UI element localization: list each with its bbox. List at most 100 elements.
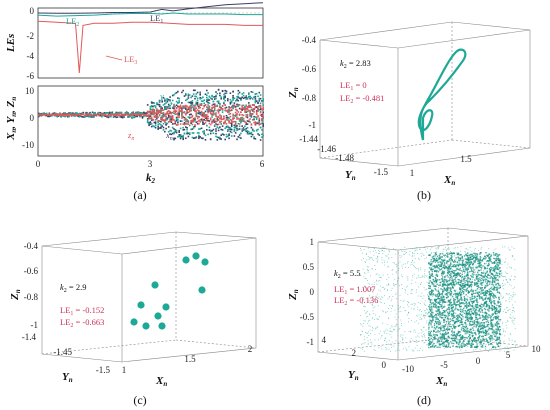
d-point: [449, 295, 451, 297]
a2-point: [225, 126, 228, 129]
a2-point: [221, 105, 224, 107]
a2-point: [249, 118, 251, 120]
a2-point: [240, 120, 242, 123]
a2-point: [178, 129, 180, 132]
d-point: [372, 328, 374, 330]
d-point: [379, 298, 381, 300]
d-point: [487, 351, 489, 352]
d-core-point: [469, 297, 471, 299]
a2-point: [169, 129, 171, 132]
d-point: [400, 250, 402, 252]
d-point: [368, 325, 370, 327]
a2-point: [69, 114, 72, 116]
a2-point: [175, 119, 178, 122]
a2-point: [133, 115, 136, 118]
a2-point: [120, 112, 123, 115]
d-point: [363, 343, 365, 345]
a2-point: [128, 114, 131, 116]
d-point: [403, 299, 405, 301]
d-core-point: [497, 316, 499, 319]
d-core-point: [459, 298, 461, 300]
a2-point: [204, 115, 207, 117]
a2-point: [215, 123, 217, 125]
d-core-point: [467, 267, 470, 269]
d-point: [360, 334, 361, 336]
a2-point: [171, 132, 174, 135]
d-point: [367, 322, 369, 324]
d-point: [477, 282, 479, 284]
d-core-point: [498, 267, 501, 269]
a2-point: [261, 114, 263, 117]
a2-point: [232, 95, 234, 97]
d-core-point: [447, 292, 449, 294]
d-point: [419, 249, 421, 250]
d-core-point: [429, 316, 431, 318]
d-point: [425, 304, 427, 306]
d-point: [414, 258, 416, 259]
a2-point: [232, 96, 234, 99]
d-point: [421, 349, 423, 351]
a2-point: [191, 132, 194, 134]
d-core-point: [441, 284, 444, 286]
a2-point: [221, 129, 224, 131]
a2-point: [161, 125, 163, 127]
d-point: [413, 255, 415, 257]
d-core-point: [434, 288, 436, 290]
d-point: [429, 318, 431, 320]
a2-point: [196, 132, 199, 134]
d-point: [508, 293, 510, 295]
a2-point: [229, 128, 232, 131]
d-point: [413, 308, 415, 310]
d-point: [381, 335, 383, 336]
d-point: [497, 253, 498, 255]
a2-point: [157, 112, 159, 115]
d-point: [431, 336, 433, 338]
a2-point: [208, 105, 211, 108]
d-core-point: [464, 299, 466, 301]
d-core-point: [477, 285, 479, 287]
d-core-point: [480, 307, 482, 310]
a2-point: [212, 110, 215, 112]
d-point: [424, 270, 426, 272]
d-core-point: [484, 308, 487, 311]
d-core-point: [457, 320, 459, 322]
d-core-point: [481, 267, 483, 269]
a2-point: [177, 90, 179, 93]
d-core-point: [482, 289, 484, 291]
d-point: [378, 289, 380, 291]
a2-point: [78, 113, 81, 116]
d-point: [388, 250, 390, 251]
a2-point: [178, 112, 180, 115]
d-point: [375, 273, 377, 275]
d-point: [504, 331, 506, 333]
d-point: [512, 304, 513, 306]
a2-point: [240, 99, 242, 101]
d-core-point: [472, 291, 474, 293]
a2-label-z: zn: [127, 130, 134, 142]
a2-point: [186, 131, 188, 134]
d-core-point: [476, 321, 478, 324]
d-point: [369, 257, 371, 259]
d-core-point: [442, 290, 444, 293]
a2-point: [161, 107, 163, 109]
d-point: [381, 250, 383, 251]
a2-point: [220, 117, 222, 119]
d-core-point: [479, 315, 481, 317]
d-core-point: [443, 283, 445, 286]
d-core-point: [495, 283, 497, 285]
d-core-point: [435, 253, 438, 256]
d-point: [503, 279, 504, 281]
d-core-point: [442, 333, 444, 336]
d-point: [512, 310, 514, 311]
a2-point: [234, 132, 237, 134]
d-core-point: [494, 254, 497, 257]
d-point: [491, 283, 493, 284]
a2-point: [148, 114, 150, 116]
d-core-point: [484, 293, 487, 295]
d-core-point: [462, 291, 464, 293]
d-core-point: [456, 333, 458, 336]
a2-point: [236, 99, 238, 102]
a2-point: [161, 112, 163, 115]
d-core-point: [429, 263, 431, 265]
d-core-point: [437, 302, 439, 305]
